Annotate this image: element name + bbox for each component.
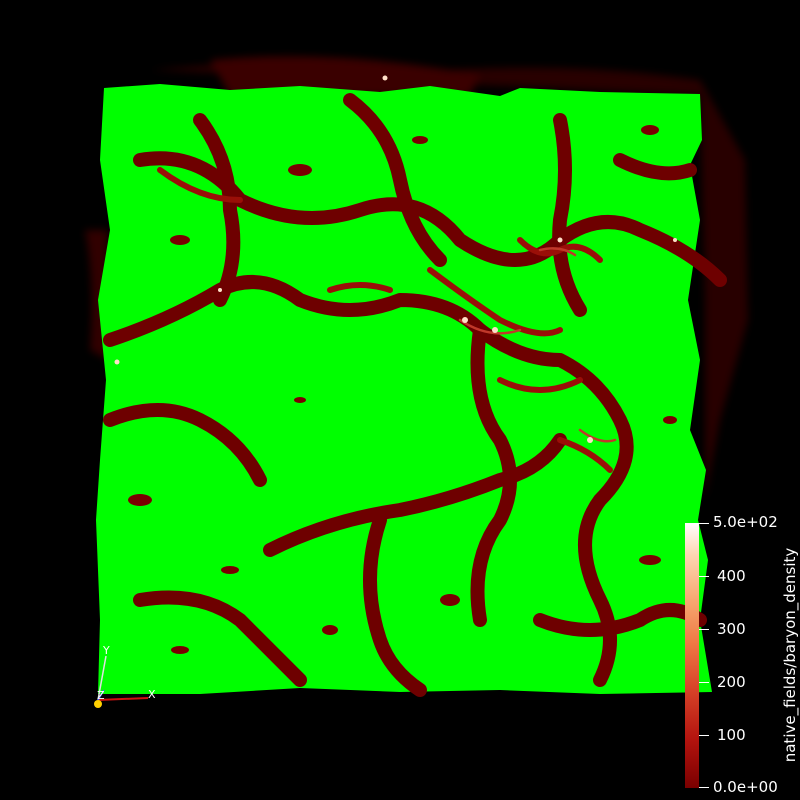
scalar-bar-tick-label: 200 (717, 673, 746, 691)
axis-z-label: Z (97, 689, 105, 702)
tick-300 (699, 629, 709, 630)
scalar-bar-tick-label: 300 (717, 620, 746, 638)
orientation-axes (94, 655, 149, 708)
scalar-bar-tick-label: 100 (717, 726, 746, 744)
axis-x-label: X (148, 688, 156, 701)
scalar-bar-title: native_fields/baryon_density (781, 547, 799, 763)
tick-min (699, 787, 709, 788)
tick-100 (699, 735, 709, 736)
scalar-bar-gradient (685, 523, 699, 788)
scalar-bar-max-label: 5.0e+02 (713, 513, 778, 531)
axis-y-label: Y (103, 644, 110, 657)
scalar-bar-min-label: 0.0e+00 (713, 778, 778, 796)
tick-200 (699, 682, 709, 683)
baryon-filaments (103, 93, 727, 697)
tick-max (699, 523, 709, 524)
axes-origin-marker (94, 700, 102, 708)
baryon-clumps (128, 125, 677, 654)
density-peaks (114, 75, 677, 443)
scalar-bar-tick-label: 400 (717, 567, 746, 585)
tick-400 (699, 576, 709, 577)
